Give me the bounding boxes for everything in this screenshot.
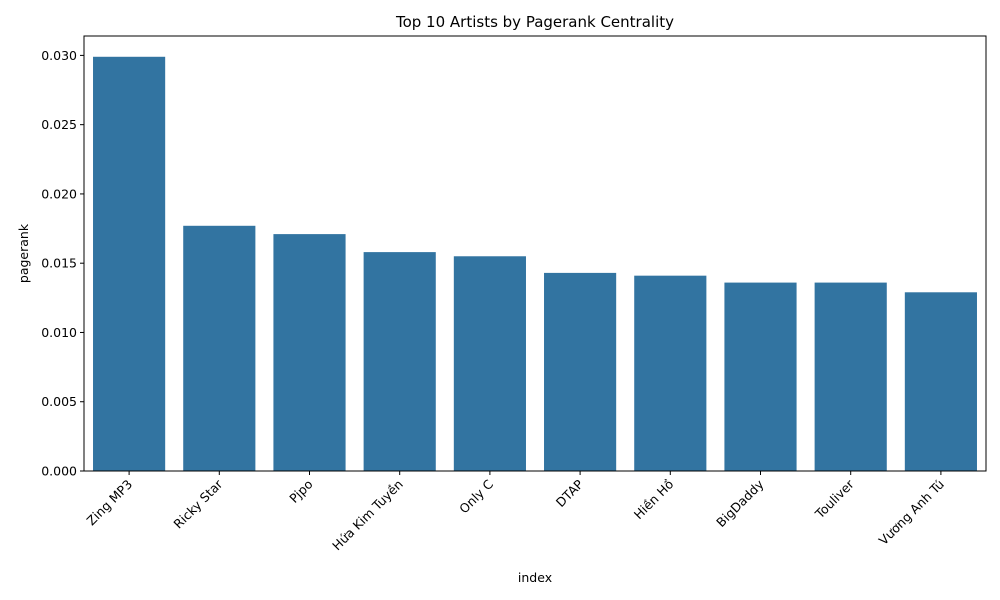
y-axis: 0.000 0.005 0.010 0.015 0.020 0.025 0.030 (41, 48, 84, 479)
bar (453, 256, 526, 471)
y-tick-label: 0.000 (41, 464, 77, 479)
bar (724, 282, 797, 471)
bar (273, 234, 346, 471)
bar (814, 282, 887, 471)
x-tick-label: Pjpo (286, 477, 315, 506)
y-tick-label: 0.030 (41, 48, 77, 63)
y-tick-label: 0.025 (41, 117, 77, 132)
plot-frame (83, 35, 987, 472)
y-tick-label: 0.005 (41, 394, 77, 409)
x-tick-label: DTAP (553, 476, 587, 510)
y-axis-title: pagerank (16, 223, 31, 283)
x-tick-label: Ricky Star (170, 476, 226, 532)
x-tick-label: Touliver (811, 476, 857, 522)
x-axis: Zing MP3 Ricky Star Pjpo Hứa Kim Tuyền Only … (83, 471, 947, 553)
x-tick-label: BigDaddy (713, 476, 767, 530)
y-tick-label: 0.015 (41, 256, 77, 271)
x-tick-label: Only C (456, 476, 496, 516)
y-tick-label: 0.020 (41, 186, 77, 201)
x-tick-label: Hiền Hồ (631, 477, 677, 523)
bar (93, 56, 166, 471)
y-tick-label: 0.010 (41, 325, 77, 340)
bar (904, 292, 977, 471)
x-tick-label: Hứa Kim Tuyền (329, 477, 406, 554)
bar (634, 275, 707, 471)
bar (183, 225, 256, 471)
bar (363, 252, 436, 471)
x-tick-label: Zing MP3 (83, 477, 135, 529)
x-tick-label: Vương Anh Tú (876, 477, 947, 548)
x-axis-title: index (518, 570, 552, 585)
bar (544, 272, 617, 471)
chart-title: Top 10 Artists by Pagerank Centrality (395, 13, 674, 31)
bars-group (93, 56, 977, 471)
